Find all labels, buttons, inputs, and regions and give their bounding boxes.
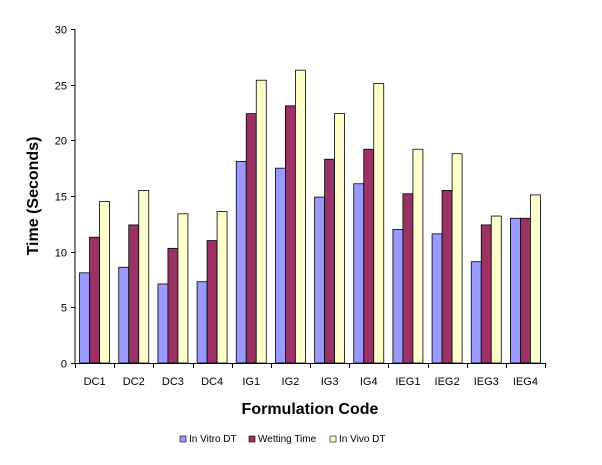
x-tick-label: DC1 (84, 376, 106, 388)
x-tick-label: IEG1 (395, 376, 420, 388)
bar (392, 228, 404, 364)
bars (79, 69, 541, 364)
bar (451, 153, 463, 364)
bar (128, 224, 140, 364)
bar (470, 261, 482, 364)
x-tick-label: IG3 (321, 376, 339, 388)
x-tick-label: IG1 (242, 376, 260, 388)
legend-swatch (179, 435, 187, 443)
x-tick-label: DC4 (201, 376, 223, 388)
bar (177, 213, 189, 364)
bar (402, 193, 414, 364)
bar (373, 83, 385, 364)
bar (490, 215, 502, 364)
legend-swatch (329, 435, 337, 443)
legend-swatch (248, 435, 256, 443)
x-tick-label: IG2 (282, 376, 300, 388)
bar (295, 69, 306, 364)
y-tick-label: 30 (55, 25, 67, 37)
bar (245, 113, 257, 364)
y-axis-title: Time (Seconds) (25, 137, 42, 256)
bar (412, 148, 424, 364)
bar (363, 148, 375, 364)
y-tick-label: 20 (55, 136, 67, 148)
bar (216, 211, 228, 364)
bar (314, 196, 325, 364)
bar (285, 105, 296, 364)
y-tick-label: 25 (55, 81, 67, 93)
bar (167, 247, 179, 364)
x-tick-label: IEG2 (435, 376, 460, 388)
bar (235, 161, 247, 364)
bar (520, 217, 531, 364)
bar (89, 236, 100, 364)
x-axis: DC1 DC2 DC3 DC4 IG1 IG2 IG3 IG4 IEG1 IEG2 IEG3 IEG4 (75, 363, 546, 388)
bar (353, 183, 365, 364)
legend-label: In Vitro DT (189, 434, 237, 445)
x-tick-label: IEG4 (513, 376, 538, 388)
x-tick-label: DC2 (123, 376, 145, 388)
bar (196, 281, 208, 364)
y-tick-label: 5 (61, 303, 67, 315)
legend: In Vitro DT Wetting Time In Vivo DT (179, 434, 386, 445)
bar (334, 113, 345, 364)
x-axis-title: Formulation Code (242, 401, 379, 418)
bar (510, 217, 521, 364)
bar (480, 224, 492, 364)
bar (255, 79, 267, 364)
x-tick-label: IEG3 (474, 376, 499, 388)
bar (206, 240, 218, 364)
bar (275, 167, 286, 364)
legend-label: In Vivo DT (339, 434, 386, 445)
bar (138, 190, 150, 364)
bar (441, 190, 453, 364)
y-tick-label: 0 (61, 359, 67, 371)
bar (324, 158, 335, 364)
bar (118, 266, 130, 364)
bar (99, 201, 110, 364)
bar (431, 233, 443, 364)
bar (79, 272, 90, 364)
legend-label: Wetting Time (258, 434, 317, 445)
bar (157, 283, 169, 364)
y-axis: 0 5 10 15 20 25 30 (55, 25, 76, 371)
bar (530, 194, 541, 364)
x-tick-label: IG4 (360, 376, 378, 388)
x-tick-label: DC3 (162, 376, 184, 388)
y-tick-label: 10 (55, 248, 67, 260)
y-tick-label: 15 (55, 192, 67, 204)
